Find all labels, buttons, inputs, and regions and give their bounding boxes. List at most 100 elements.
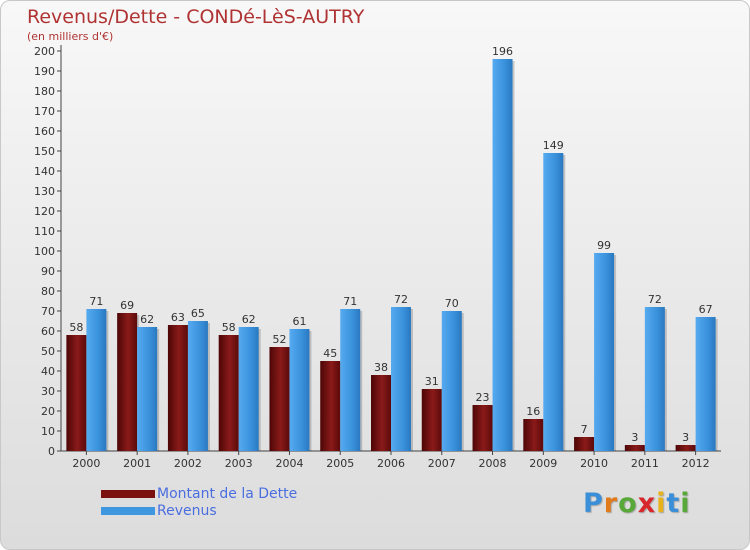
y-tick-label: 160	[34, 125, 55, 138]
bar-dette	[66, 335, 87, 451]
bar-revenus	[238, 327, 259, 451]
data-label-revenus: 196	[492, 45, 513, 58]
y-tick-label: 20	[41, 405, 55, 418]
x-tick-label: 2006	[377, 457, 405, 470]
data-label-dette: 16	[526, 405, 540, 418]
x-tick-label: 2007	[428, 457, 456, 470]
bar-dette	[523, 419, 544, 451]
y-tick-label: 90	[41, 265, 55, 278]
bar-dette	[218, 335, 239, 451]
y-tick-label: 50	[41, 345, 55, 358]
x-tick-label: 2010	[580, 457, 608, 470]
bar-dette	[269, 347, 290, 451]
x-tick-label: 2005	[326, 457, 354, 470]
x-tick-label: 2000	[72, 457, 100, 470]
data-label-dette: 3	[682, 431, 689, 444]
data-label-revenus: 72	[648, 293, 662, 306]
data-label-revenus: 72	[394, 293, 408, 306]
y-tick-label: 170	[34, 105, 55, 118]
y-tick-label: 0	[48, 445, 55, 458]
data-label-revenus: 99	[597, 239, 611, 252]
bar-dette	[117, 313, 138, 451]
data-label-dette: 38	[374, 361, 388, 374]
legend-swatch-dette	[101, 490, 155, 498]
y-tick-label: 140	[34, 165, 55, 178]
y-tick-label: 200	[34, 45, 55, 58]
logo-letter: i	[656, 488, 667, 519]
x-tick-label: 2004	[275, 457, 303, 470]
y-tick-label: 60	[41, 325, 55, 338]
logo-letter: r	[603, 488, 619, 519]
bar-revenus	[340, 309, 361, 451]
bar-dette	[421, 389, 442, 451]
y-tick-label: 80	[41, 285, 55, 298]
chart-subtitle: (en milliers d'€)	[27, 30, 114, 43]
bar-dette	[320, 361, 341, 451]
y-tick-label: 40	[41, 365, 55, 378]
data-label-dette: 58	[222, 321, 236, 334]
data-label-revenus: 61	[292, 315, 306, 328]
proxiti-logo: Proxiti	[583, 488, 691, 519]
y-tick-label: 190	[34, 65, 55, 78]
y-tick-label: 10	[41, 425, 55, 438]
y-tick-label: 70	[41, 305, 55, 318]
data-label-revenus: 71	[343, 295, 357, 308]
bar-dette	[167, 325, 188, 451]
logo-letter: t	[666, 488, 681, 519]
y-tick-label: 150	[34, 145, 55, 158]
y-tick-label: 30	[41, 385, 55, 398]
bar-revenus	[492, 59, 513, 451]
logo-letter: x	[637, 488, 657, 519]
legend-label-revenus: Revenus	[157, 503, 217, 519]
bar-revenus	[644, 307, 665, 451]
bar-revenus	[137, 327, 158, 451]
data-label-dette: 7	[581, 423, 588, 436]
y-tick-label: 120	[34, 205, 55, 218]
y-tick-label: 100	[34, 245, 55, 258]
data-label-revenus: 149	[543, 139, 564, 152]
x-tick-label: 2008	[479, 457, 507, 470]
bar-dette	[472, 405, 493, 451]
bar-revenus	[594, 253, 615, 451]
data-label-dette: 3	[631, 431, 638, 444]
data-label-revenus: 71	[89, 295, 103, 308]
y-tick-label: 180	[34, 85, 55, 98]
data-label-revenus: 62	[242, 313, 256, 326]
data-label-revenus: 65	[191, 307, 205, 320]
bar-dette	[624, 445, 645, 451]
data-label-revenus: 62	[140, 313, 154, 326]
bar-dette	[371, 375, 391, 451]
x-tick-label: 2002	[174, 457, 202, 470]
bar-revenus	[187, 321, 208, 451]
x-tick-label: 2003	[225, 457, 253, 470]
bar-revenus	[695, 317, 716, 451]
logo-letter: P	[583, 488, 604, 519]
bar-dette	[574, 437, 595, 451]
legend-label-dette: Montant de la Dette	[157, 486, 298, 502]
y-tick-label: 110	[34, 225, 55, 238]
bar-revenus	[441, 311, 462, 451]
data-label-dette: 58	[69, 321, 83, 334]
data-label-dette: 45	[323, 347, 337, 360]
data-label-dette: 63	[171, 311, 185, 324]
data-label-revenus: 67	[699, 303, 713, 316]
data-label-dette: 52	[272, 333, 286, 346]
y-tick-label: 130	[34, 185, 55, 198]
bar-revenus	[543, 153, 564, 451]
data-label-dette: 23	[476, 391, 490, 404]
x-tick-label: 2011	[631, 457, 659, 470]
legend-swatch-revenus	[101, 507, 155, 515]
data-label-dette: 31	[425, 375, 439, 388]
logo-letter: o	[618, 488, 638, 519]
x-tick-label: 2012	[682, 457, 710, 470]
logo-letter: i	[680, 488, 691, 519]
chart-title: Revenus/Dette - CONDé-LèS-AUTRY	[27, 6, 365, 28]
bar-revenus	[86, 309, 107, 451]
data-label-dette: 69	[120, 299, 134, 312]
data-label-revenus: 70	[445, 297, 459, 310]
bar-revenus	[391, 307, 411, 451]
bar-revenus	[289, 329, 310, 451]
x-tick-label: 2001	[123, 457, 151, 470]
